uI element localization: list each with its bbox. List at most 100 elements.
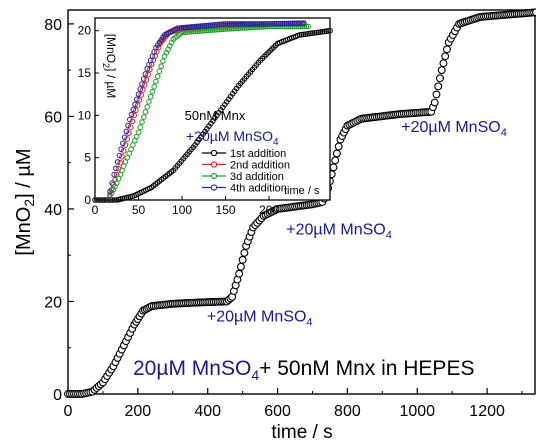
- inset-data-point: [327, 27, 333, 34]
- inset-data-point: [272, 20, 278, 27]
- inset-data-point: [130, 106, 137, 113]
- inset-data-point: [134, 102, 141, 108]
- inset-data-point: [239, 21, 246, 27]
- inset-data-point: [194, 23, 200, 30]
- y-axis-label: [MnO2] / µM: [13, 148, 37, 255]
- y-tick-label: 20: [44, 294, 62, 311]
- inset-data-point: [116, 152, 123, 159]
- inset-y-tick-label: 15: [78, 66, 92, 80]
- data-point: [434, 82, 443, 91]
- inset-data-point: [277, 20, 284, 27]
- inset-data-point: [299, 20, 305, 26]
- inset-data-point: [113, 165, 119, 172]
- inset-data-point: [180, 24, 187, 31]
- inset-data-point: [213, 21, 219, 28]
- x-axis-label: time / s: [271, 422, 332, 442]
- inset-data-point: [243, 21, 250, 27]
- inset-data-point: [98, 197, 104, 203]
- y-tick-label: 0: [53, 387, 62, 404]
- data-point: [240, 248, 249, 257]
- inset-data-point: [153, 78, 159, 85]
- data-point: [441, 52, 450, 61]
- inset-data-point: [135, 91, 142, 97]
- data-point: [332, 149, 341, 158]
- inset-data-point: [142, 109, 149, 115]
- inset-data-point: [270, 21, 276, 27]
- inset-data-point: [232, 21, 238, 27]
- inset-data-point: [199, 23, 206, 29]
- inset-data-point: [138, 92, 144, 98]
- inset-data-point: [158, 63, 164, 70]
- inset-data-point: [151, 83, 157, 90]
- inset-data-point: [92, 197, 98, 203]
- inset-data-point: [184, 24, 191, 31]
- inset-data-point: [114, 159, 121, 165]
- inset-data-point: [156, 68, 163, 75]
- annotation-label: +20µM MnSO4: [401, 119, 507, 139]
- inset-x-tick-label: 50: [132, 203, 146, 217]
- inset-data-point: [125, 122, 131, 129]
- inset-data-point: [192, 23, 198, 30]
- inset-data-point: [256, 21, 263, 27]
- inset-data-point: [289, 20, 296, 27]
- inset-data-point: [123, 128, 130, 135]
- annotation-label: +20µM MnSO4: [207, 308, 313, 328]
- x-tick-label: 400: [194, 403, 221, 420]
- inset-data-point: [266, 21, 272, 27]
- inset-data-point: [234, 21, 240, 27]
- data-point: [334, 142, 343, 151]
- inset-data-point: [218, 21, 225, 28]
- inset-data-point: [283, 20, 290, 27]
- inset-data-point: [121, 134, 128, 141]
- inset-x-tick-label: 100: [172, 203, 192, 217]
- data-point: [432, 90, 441, 99]
- inset-data-point: [132, 101, 138, 108]
- inset-data-point: [137, 86, 144, 92]
- legend-swatch-marker: [210, 161, 218, 168]
- inset-data-point: [154, 73, 161, 80]
- inset-data-point: [285, 20, 292, 27]
- inset-data-point: [111, 171, 117, 178]
- inset-data-point: [211, 22, 217, 28]
- inset-data-point: [228, 21, 235, 27]
- data-point: [430, 98, 439, 107]
- inset-data-point: [236, 21, 242, 27]
- x-tick-label: 1200: [469, 403, 505, 420]
- inset-data-point: [178, 25, 185, 31]
- inset-data-point: [119, 154, 125, 160]
- inset-data-point: [305, 23, 312, 30]
- legend-swatch-marker: [210, 184, 218, 191]
- inset-data-point: [268, 21, 274, 27]
- inset-data-point: [297, 20, 303, 26]
- inset-data-point: [245, 21, 252, 27]
- inset-data-point: [197, 23, 204, 29]
- inset-data-point: [281, 20, 288, 27]
- inset-data-point: [143, 76, 150, 83]
- x-tick-label: 800: [334, 403, 361, 420]
- inset-data-point: [260, 21, 267, 27]
- inset-y-tick-label: 0: [84, 193, 91, 207]
- inset-data-point: [135, 129, 142, 136]
- inset-data-point: [102, 197, 108, 203]
- inset-data-point: [105, 197, 111, 203]
- inset-data-point: [174, 25, 181, 31]
- inset-data-point: [253, 21, 259, 27]
- inset-data-point: [205, 22, 212, 29]
- inset-legend-subtitle: +20µM MnSO4: [186, 128, 279, 148]
- inset-data-point: [226, 21, 233, 27]
- inset-data-point: [237, 21, 244, 27]
- data-point: [442, 45, 451, 54]
- inset-data-point: [287, 20, 294, 27]
- legend-swatch-marker: [210, 172, 218, 180]
- inset-data-point: [188, 24, 194, 30]
- data-point: [329, 163, 338, 172]
- inset-data-point: [247, 21, 253, 27]
- inset-data-point: [295, 20, 301, 27]
- inset-data-point: [293, 20, 299, 27]
- data-point: [331, 156, 340, 165]
- inset-data-point: [140, 114, 147, 120]
- inset-y-axis-label: [MnO2] / µM: [101, 34, 118, 99]
- inset-plot: 0 50 100 150 200 0 5 10 15 20 [MnO2] / µM 50nM Mnx +…: [78, 17, 333, 217]
- inset-data-point: [203, 22, 210, 29]
- inset-data-point: [230, 21, 236, 27]
